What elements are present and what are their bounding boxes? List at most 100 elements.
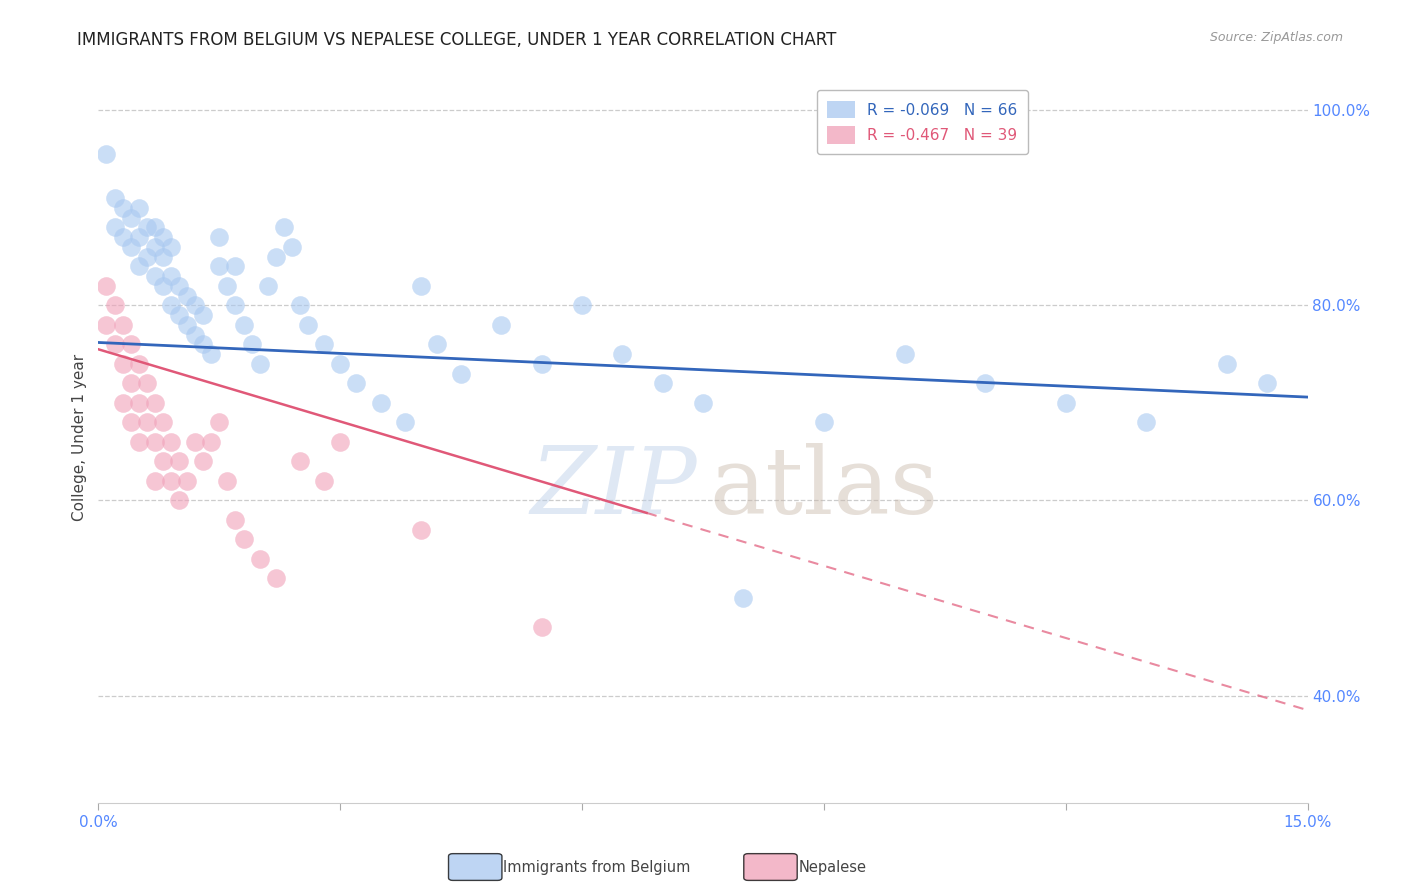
Point <box>193 454 215 468</box>
Point <box>128 230 150 244</box>
Point <box>135 416 157 430</box>
Point <box>128 201 150 215</box>
Point <box>193 337 215 351</box>
Point <box>288 454 311 468</box>
Point <box>120 211 142 225</box>
Point <box>249 357 271 371</box>
Point <box>651 376 673 391</box>
Point <box>111 230 134 244</box>
Point <box>314 474 336 488</box>
Point <box>281 240 304 254</box>
Point <box>612 347 634 361</box>
Point <box>103 298 125 312</box>
Point <box>111 318 134 332</box>
Legend: R = -0.069   N = 66, R = -0.467   N = 39: R = -0.069 N = 66, R = -0.467 N = 39 <box>817 90 1028 154</box>
Point <box>224 513 246 527</box>
Point <box>733 591 755 605</box>
Point <box>329 434 352 449</box>
Point <box>160 240 183 254</box>
Point <box>264 250 287 264</box>
Point <box>184 434 207 449</box>
Point <box>128 260 150 274</box>
Point <box>893 347 915 361</box>
Point <box>103 191 125 205</box>
Text: Source: ZipAtlas.com: Source: ZipAtlas.com <box>1209 31 1343 45</box>
Text: atlas: atlas <box>709 443 938 533</box>
Point <box>143 396 166 410</box>
Point <box>232 318 254 332</box>
Point <box>571 298 593 312</box>
Point <box>1135 416 1157 430</box>
Point <box>111 357 134 371</box>
Point <box>329 357 352 371</box>
Point <box>450 367 472 381</box>
Point <box>152 230 174 244</box>
Point <box>1216 357 1239 371</box>
Point <box>224 260 246 274</box>
Point <box>813 416 835 430</box>
Point <box>152 279 174 293</box>
Point <box>96 147 118 161</box>
Point <box>530 620 553 634</box>
Point <box>143 269 166 284</box>
Point <box>217 279 239 293</box>
Point <box>232 533 254 547</box>
Point <box>143 434 166 449</box>
Point <box>160 434 183 449</box>
Point <box>288 298 311 312</box>
Point <box>314 337 336 351</box>
Text: ZIP: ZIP <box>530 443 697 533</box>
Point <box>143 220 166 235</box>
Text: Immigrants from Belgium: Immigrants from Belgium <box>503 860 690 874</box>
Y-axis label: College, Under 1 year: College, Under 1 year <box>72 353 87 521</box>
Point <box>96 279 118 293</box>
Point <box>264 572 287 586</box>
Point <box>120 337 142 351</box>
Point <box>200 347 222 361</box>
Point <box>184 327 207 342</box>
Point <box>152 250 174 264</box>
Point <box>128 434 150 449</box>
Point <box>176 318 198 332</box>
Point <box>530 357 553 371</box>
Point <box>160 474 183 488</box>
Point <box>120 240 142 254</box>
Point <box>491 318 513 332</box>
Point <box>128 357 150 371</box>
Point <box>409 279 432 293</box>
Point <box>167 493 190 508</box>
Point <box>135 250 157 264</box>
Point <box>273 220 295 235</box>
Point <box>394 416 416 430</box>
Point <box>692 396 714 410</box>
Point <box>167 308 190 322</box>
Point <box>176 288 198 302</box>
Point <box>152 454 174 468</box>
Point <box>167 454 190 468</box>
Point <box>409 523 432 537</box>
Point <box>152 416 174 430</box>
Text: IMMIGRANTS FROM BELGIUM VS NEPALESE COLLEGE, UNDER 1 YEAR CORRELATION CHART: IMMIGRANTS FROM BELGIUM VS NEPALESE COLL… <box>77 31 837 49</box>
Point <box>135 376 157 391</box>
Point <box>143 240 166 254</box>
Point <box>370 396 392 410</box>
Point <box>1256 376 1278 391</box>
Point <box>426 337 449 351</box>
Point <box>240 337 263 351</box>
Point <box>224 298 246 312</box>
Point <box>143 474 166 488</box>
Point <box>974 376 997 391</box>
Point <box>208 260 231 274</box>
Point <box>208 230 231 244</box>
Point <box>193 308 215 322</box>
Point <box>111 396 134 410</box>
Point <box>176 474 198 488</box>
Point <box>120 376 142 391</box>
Point <box>344 376 367 391</box>
Point <box>297 318 319 332</box>
Point <box>249 552 271 566</box>
Point <box>217 474 239 488</box>
Point <box>135 220 157 235</box>
Point <box>103 337 125 351</box>
Point <box>167 279 190 293</box>
